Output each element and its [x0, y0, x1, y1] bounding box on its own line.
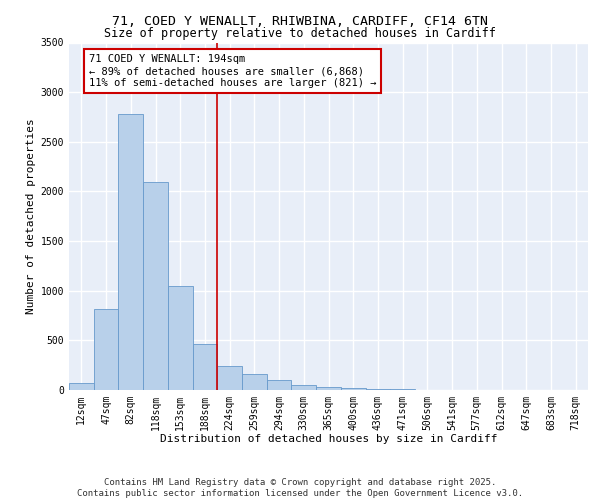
Text: Contains HM Land Registry data © Crown copyright and database right 2025.
Contai: Contains HM Land Registry data © Crown c… [77, 478, 523, 498]
Y-axis label: Number of detached properties: Number of detached properties [26, 118, 37, 314]
Text: 71 COED Y WENALLT: 194sqm
← 89% of detached houses are smaller (6,868)
11% of se: 71 COED Y WENALLT: 194sqm ← 89% of detac… [89, 54, 376, 88]
Bar [118, 114, 143, 390]
Bar [143, 182, 168, 390]
Bar [341, 388, 365, 390]
Bar [316, 387, 341, 390]
Bar [193, 344, 217, 390]
Text: 71, COED Y WENALLT, RHIWBINA, CARDIFF, CF14 6TN: 71, COED Y WENALLT, RHIWBINA, CARDIFF, C… [112, 15, 488, 28]
Text: Size of property relative to detached houses in Cardiff: Size of property relative to detached ho… [104, 28, 496, 40]
Bar [168, 286, 193, 390]
Bar [94, 308, 118, 390]
Bar [390, 389, 415, 390]
Bar [69, 382, 94, 390]
Bar [217, 366, 242, 390]
Bar [242, 374, 267, 390]
X-axis label: Distribution of detached houses by size in Cardiff: Distribution of detached houses by size … [160, 434, 497, 444]
Bar [292, 384, 316, 390]
Bar [365, 388, 390, 390]
Bar [267, 380, 292, 390]
